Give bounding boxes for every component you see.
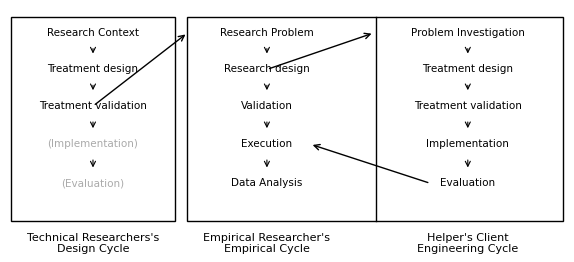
Text: Treatment validation: Treatment validation	[39, 101, 147, 111]
Bar	[187, 17, 563, 221]
Text: Validation: Validation	[241, 101, 293, 111]
Text: Helper's Client
Engineering Cycle: Helper's Client Engineering Cycle	[417, 233, 518, 254]
Text: Treatment validation: Treatment validation	[414, 101, 522, 111]
Text: Implementation: Implementation	[426, 139, 509, 149]
Text: Technical Researchers's
Design Cycle: Technical Researchers's Design Cycle	[27, 233, 159, 254]
Text: Evaluation: Evaluation	[440, 178, 495, 188]
Text: (Implementation): (Implementation)	[48, 139, 138, 149]
Bar	[11, 17, 175, 221]
Text: Treatment design: Treatment design	[422, 64, 513, 74]
Text: (Evaluation): (Evaluation)	[61, 178, 125, 188]
Text: Data Analysis: Data Analysis	[231, 178, 302, 188]
Text: Research design: Research design	[224, 64, 310, 74]
Text: Execution: Execution	[241, 139, 293, 149]
Text: Research Problem: Research Problem	[220, 28, 314, 38]
Text: Empirical Researcher's
Empirical Cycle: Empirical Researcher's Empirical Cycle	[203, 233, 331, 254]
Text: Problem Investigation: Problem Investigation	[411, 28, 525, 38]
Text: Treatment design: Treatment design	[48, 64, 138, 74]
Text: Research Context: Research Context	[47, 28, 139, 38]
